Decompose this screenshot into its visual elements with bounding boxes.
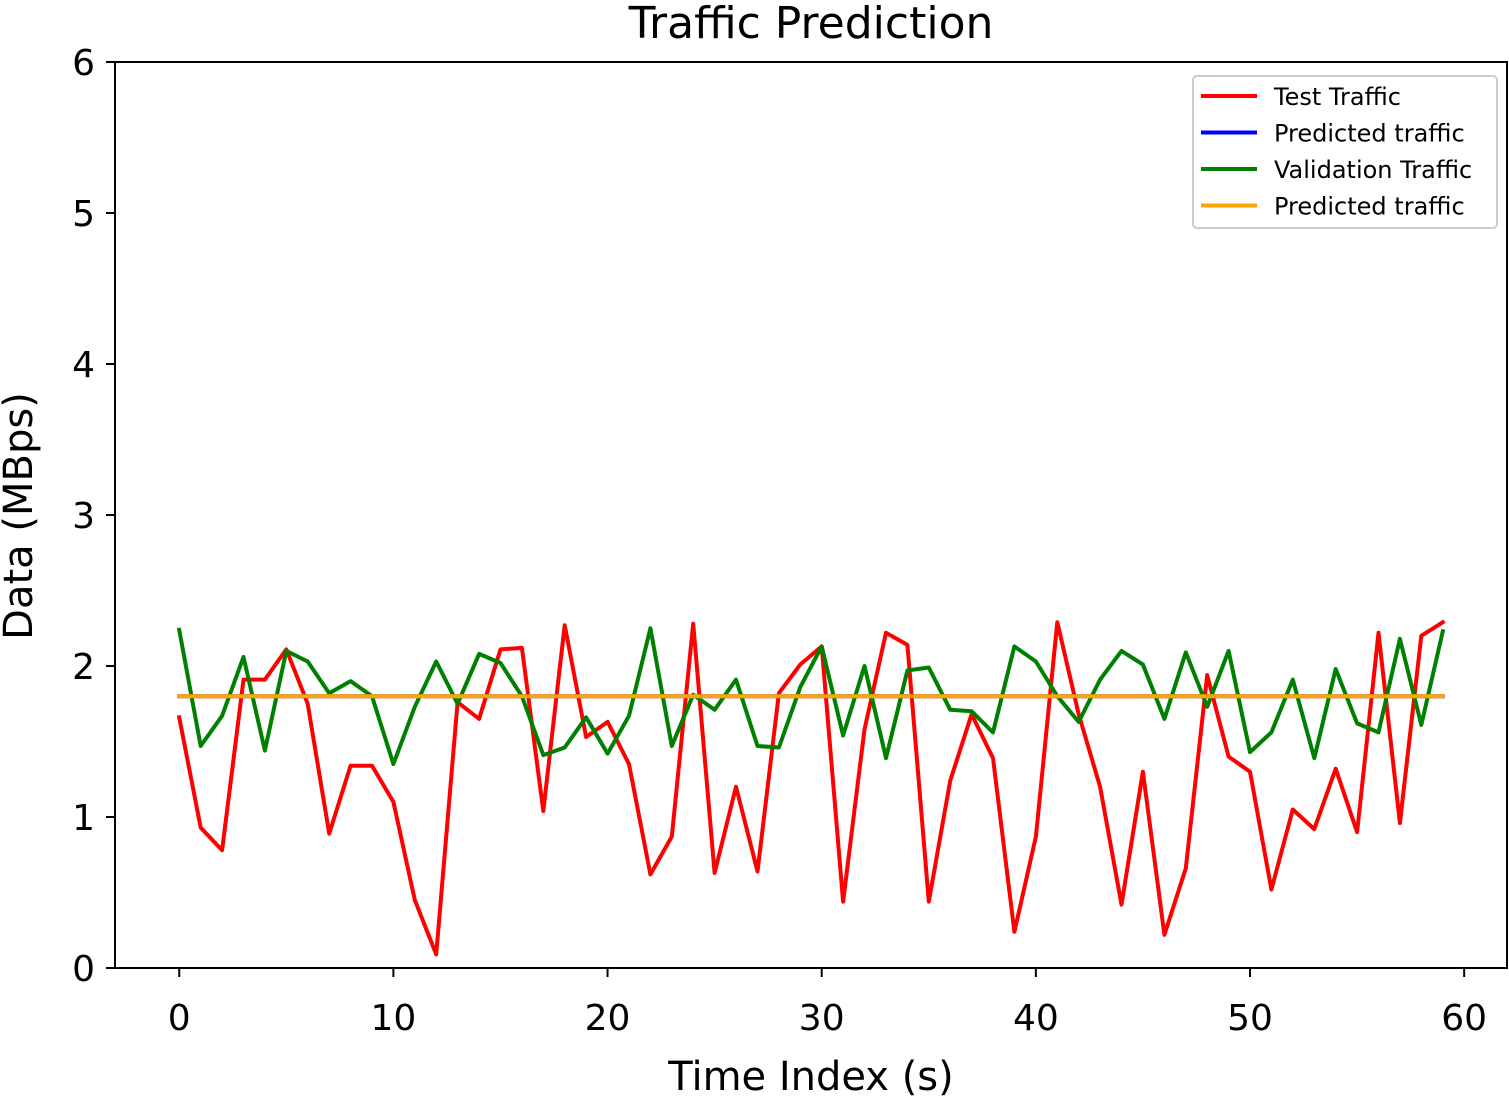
x-tick-label-3: 30 xyxy=(799,998,845,1039)
y-tick-label-0: 0 xyxy=(72,949,95,990)
legend-box xyxy=(1192,75,1498,229)
x-tick-label-4: 40 xyxy=(1013,998,1059,1039)
y-tick-label-6: 6 xyxy=(72,43,95,84)
legend: Test Traffic Predicted traffic Validation … xyxy=(1192,75,1498,229)
y-tick-label-5: 5 xyxy=(72,194,95,235)
x-axis-title: Time Index (s) xyxy=(667,1054,954,1098)
y-tick-label-4: 4 xyxy=(72,345,95,386)
chart-title: Traffic Prediction xyxy=(628,0,994,49)
x-tick-label-2: 20 xyxy=(585,998,631,1039)
series-line-0 xyxy=(176,619,1446,957)
x-tick-label-5: 50 xyxy=(1227,998,1273,1039)
y-tick-label-3: 3 xyxy=(72,496,95,537)
y-tick-label-1: 1 xyxy=(72,798,95,839)
axes: 0 10 20 30 40 50 60 0 1 2 3 4 5 6 xyxy=(72,43,1508,1039)
x-tick-label-0: 0 xyxy=(168,998,191,1039)
legend-label-2: Validation Traffic xyxy=(1274,156,1472,184)
plot-area xyxy=(176,619,1446,957)
series-line-2 xyxy=(176,626,1446,767)
legend-label-1: Predicted traffic xyxy=(1274,120,1465,148)
legend-label-3: Predicted traffic xyxy=(1274,193,1465,221)
legend-label-0: Test Traffic xyxy=(1273,83,1401,111)
x-tick-label-1: 10 xyxy=(370,998,416,1039)
y-tick-label-2: 2 xyxy=(72,647,95,688)
x-tick-label-6: 60 xyxy=(1441,998,1487,1039)
y-axis-title: Data (MBps) xyxy=(0,392,42,640)
